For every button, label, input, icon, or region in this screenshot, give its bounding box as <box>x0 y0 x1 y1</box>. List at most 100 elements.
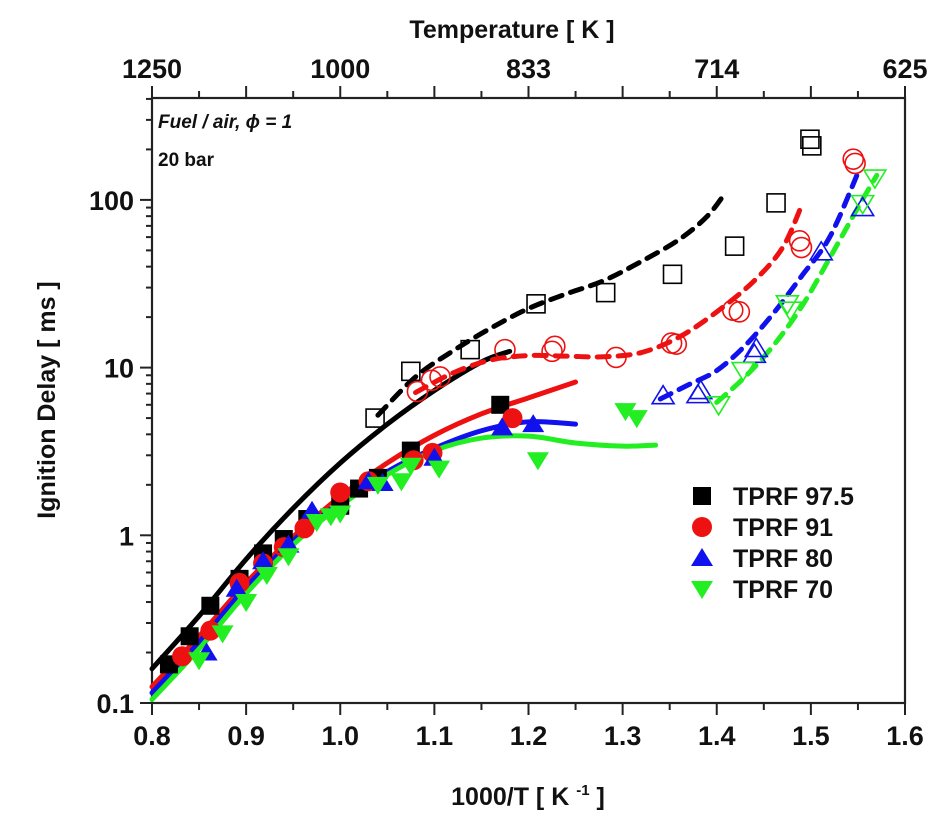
open-point-tprf-97-5 <box>460 339 480 360</box>
x-tick-label: 1.3 <box>604 721 642 751</box>
open-point-tprf-80 <box>808 240 834 261</box>
x-tick-label: 1.1 <box>416 721 454 751</box>
annotation-pressure: 20 bar <box>158 150 215 171</box>
y-tick-label: 0.1 <box>96 689 134 719</box>
data-points <box>159 129 888 674</box>
open-point-tprf-91 <box>721 299 744 321</box>
filled-point-tprf-80 <box>491 417 514 436</box>
legend-label-tprf-70: TPRF 70 <box>733 576 833 604</box>
top-tick-label: 1000 <box>310 54 370 84</box>
open-point-tprf-97-5 <box>365 408 385 428</box>
open-point-tprf-91 <box>728 301 751 323</box>
top-tick-label: 1250 <box>122 54 182 84</box>
filled-point-tprf-70 <box>305 514 328 533</box>
open-point-tprf-91 <box>665 333 688 355</box>
open-point-tprf-97-5 <box>766 193 786 213</box>
open-point-tprf-91 <box>541 340 563 363</box>
filled-point-tprf-80 <box>225 578 248 597</box>
open-point-tprf-70 <box>706 396 732 417</box>
open-point-tprf-70 <box>862 169 888 190</box>
filled-point-tprf-91 <box>502 408 523 429</box>
open-point-tprf-80 <box>743 336 769 358</box>
top-axis-title: Temperature [ K ] <box>409 16 614 44</box>
model-line-dashed-tprf-91 <box>413 203 804 396</box>
open-point-tprf-91 <box>429 366 451 388</box>
legend: TPRF 97.5 TPRF 91 TPRF 80 TPRF 70 <box>691 483 854 604</box>
filled-point-tprf-97-5 <box>180 627 199 646</box>
top-tick-label: 833 <box>506 54 551 84</box>
open-point-tprf-70 <box>777 301 803 322</box>
filled-point-tprf-70 <box>614 403 637 422</box>
open-point-tprf-97-5 <box>401 361 421 382</box>
open-point-tprf-70 <box>850 194 876 216</box>
filled-point-tprf-70 <box>390 473 413 492</box>
filled-point-tprf-97-5 <box>491 395 510 414</box>
open-point-tprf-80 <box>850 196 876 217</box>
filled-point-tprf-70 <box>329 505 352 524</box>
y-tick-label: 10 <box>104 354 134 384</box>
filled-point-tprf-80 <box>277 534 300 553</box>
filled-point-tprf-70 <box>235 594 258 613</box>
model-line-dashed-tprf-97-5 <box>375 189 729 418</box>
top-tick-label: 625 <box>882 54 927 84</box>
open-point-tprf-97-5 <box>724 236 745 256</box>
model-line-solid-tprf-80 <box>149 419 579 696</box>
filled-point-tprf-91 <box>294 518 315 539</box>
x-axis-title-suffix: ] <box>590 783 605 811</box>
x-tick-label: 1.6 <box>886 721 924 751</box>
x-tick-label: 0.8 <box>133 721 171 751</box>
y-tick-label: 100 <box>89 186 134 216</box>
filled-point-tprf-70 <box>188 652 211 671</box>
filled-point-tprf-80 <box>522 414 545 433</box>
x-tick-label: 1.5 <box>792 721 830 751</box>
open-point-tprf-80 <box>688 378 714 400</box>
annotation-mixture: Fuel / air, ϕ = 1 <box>158 112 292 133</box>
x-tick-label: 1.0 <box>321 721 359 751</box>
open-point-tprf-91 <box>406 380 429 403</box>
legend-label-tprf-80: TPRF 80 <box>733 545 833 573</box>
open-point-tprf-70 <box>774 295 800 316</box>
filled-point-tprf-70 <box>366 476 389 495</box>
open-point-tprf-80 <box>650 384 676 405</box>
legend-marker-tprf-97-5 <box>693 487 711 505</box>
filled-point-tprf-70 <box>428 460 451 479</box>
filled-point-tprf-70 <box>255 566 278 585</box>
y-axis-title: Ignition Delay [ ms ] <box>33 281 61 519</box>
legend-marker-tprf-70 <box>691 581 713 599</box>
legend-marker-tprf-80 <box>691 548 713 566</box>
open-point-tprf-91 <box>790 236 813 259</box>
model-line-solid-tprf-70 <box>149 433 659 702</box>
open-point-tprf-97-5 <box>526 294 546 314</box>
legend-label-tprf-91: TPRF 91 <box>733 514 833 542</box>
x-axis-title-superscript: -1 <box>576 782 589 799</box>
open-point-tprf-70 <box>730 361 756 383</box>
filled-point-tprf-91 <box>172 646 193 667</box>
axis-ticks: 0.8 0.9 1.0 1.1 1.2 1.3 1.4 1.5 1.6 1250 1000 833 71… <box>89 54 928 751</box>
legend-label-tprf-97-5: TPRF 97.5 <box>733 483 854 511</box>
filled-point-tprf-80 <box>252 551 275 570</box>
x-tick-label: 1.4 <box>698 721 736 751</box>
open-point-tprf-91 <box>605 346 627 369</box>
filled-point-tprf-70 <box>399 457 422 476</box>
open-point-tprf-97-5 <box>800 129 820 150</box>
x-tick-label: 0.9 <box>227 721 265 751</box>
open-point-tprf-91 <box>788 230 811 252</box>
open-point-tprf-97-5 <box>802 136 822 156</box>
open-point-tprf-97-5 <box>662 264 683 285</box>
x-axis-title: 1000/T [ K -1 ] <box>451 782 605 811</box>
open-point-tprf-91 <box>494 338 516 361</box>
filled-point-tprf-70 <box>277 548 300 567</box>
filled-point-tprf-70 <box>526 452 549 471</box>
filled-point-tprf-91 <box>330 482 351 503</box>
model-lines <box>149 170 880 702</box>
filled-point-tprf-97-5 <box>201 596 220 615</box>
x-tick-label: 1.2 <box>510 721 548 751</box>
open-point-tprf-91 <box>842 148 865 170</box>
open-point-tprf-97-5 <box>595 282 616 303</box>
open-point-tprf-91 <box>844 152 866 175</box>
x-axis-title-main: 1000/T [ K <box>451 783 576 811</box>
top-tick-label: 714 <box>694 54 739 84</box>
filled-point-tprf-70 <box>211 625 234 644</box>
legend-marker-tprf-91 <box>692 517 712 537</box>
